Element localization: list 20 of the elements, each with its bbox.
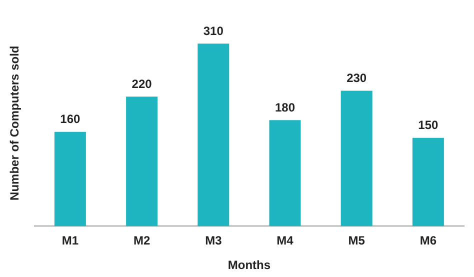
y-axis-title: Number of Computers sold xyxy=(8,46,22,200)
x-tick-label: M2 xyxy=(133,234,150,248)
x-tick-label: M5 xyxy=(348,234,366,248)
x-axis-title: Months xyxy=(228,258,271,272)
x-tick-label: M3 xyxy=(205,234,222,248)
data-label: 310 xyxy=(203,24,224,38)
bar xyxy=(54,132,86,226)
x-tick-label: M4 xyxy=(276,234,294,248)
data-label: 150 xyxy=(418,118,439,132)
bar xyxy=(412,138,444,226)
bar xyxy=(198,44,230,226)
data-label: 180 xyxy=(274,100,296,114)
data-label: 230 xyxy=(346,71,367,86)
bar xyxy=(340,90,372,226)
bar xyxy=(269,120,301,226)
bar xyxy=(126,96,158,226)
data-label: 220 xyxy=(132,76,152,91)
x-tick-label: M6 xyxy=(420,234,437,248)
data-label: 160 xyxy=(60,112,81,126)
x-tick-label: M1 xyxy=(62,234,79,248)
